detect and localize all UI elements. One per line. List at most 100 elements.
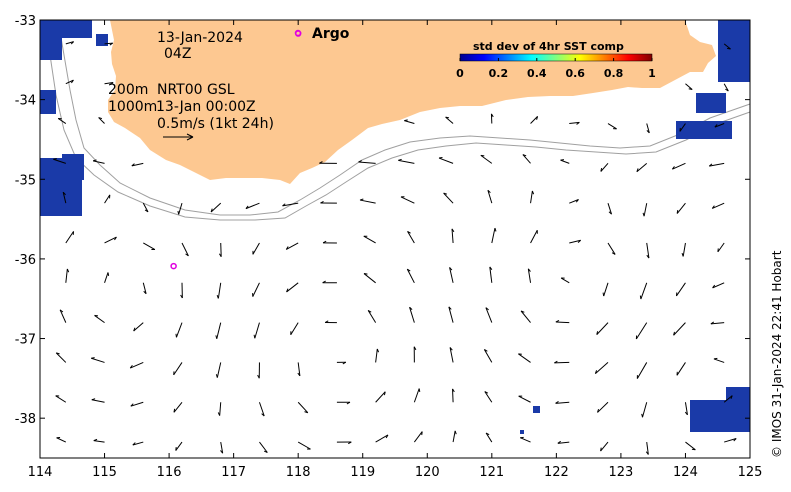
velocity-arrow-head bbox=[710, 321, 715, 325]
velocity-arrow bbox=[723, 43, 731, 50]
y-tick-label: -37 bbox=[15, 333, 36, 348]
velocity-arrow bbox=[709, 162, 725, 167]
velocity-arrow bbox=[445, 116, 454, 124]
velocity-arrow-head bbox=[451, 228, 455, 233]
velocity-arrow-head bbox=[263, 450, 268, 453]
velocity-arrow bbox=[65, 79, 74, 85]
velocity-arrow-head bbox=[131, 163, 135, 167]
velocity-arrow bbox=[438, 157, 454, 164]
velocity-arrow bbox=[483, 349, 493, 363]
sst-patch bbox=[62, 20, 92, 38]
velocity-arrow bbox=[93, 160, 105, 164]
x-axis: 114 115 116 117 118 119 120 121 122 123 124 125 bbox=[28, 20, 762, 480]
y-tick-label: -38 bbox=[15, 412, 36, 427]
velocity-arrow bbox=[104, 194, 111, 204]
velocity-arrow-head bbox=[144, 209, 149, 213]
velocity-arrow-head bbox=[62, 191, 66, 196]
velocity-arrow bbox=[522, 154, 531, 164]
velocity-arrow-head bbox=[531, 190, 535, 195]
contour-shallow-label: 200m bbox=[108, 82, 148, 98]
colorbar-title: std dev of 4hr SST comp bbox=[473, 40, 624, 53]
velocity-arrow bbox=[93, 440, 105, 443]
velocity-arrow bbox=[710, 322, 725, 325]
velocity-arrow bbox=[55, 352, 67, 363]
velocity-arrow-head bbox=[536, 116, 539, 120]
velocity-arrow bbox=[407, 231, 415, 244]
velocity-arrow-head bbox=[688, 88, 693, 90]
velocity-arrow-head bbox=[59, 309, 64, 313]
sst-patch bbox=[718, 20, 750, 82]
velocity-arrow bbox=[254, 322, 260, 339]
y-axis: -33 -34 -35 -36 -37 -38 bbox=[15, 14, 750, 427]
velocity-arrow bbox=[449, 347, 454, 363]
sst-patch bbox=[726, 387, 750, 405]
velocity-arrow bbox=[57, 118, 67, 124]
velocity-arrow bbox=[65, 41, 74, 45]
velocity-arrow-head bbox=[522, 154, 527, 157]
velocity-arrow-head bbox=[245, 205, 249, 209]
velocity-arrow bbox=[673, 322, 686, 336]
velocity-arrow bbox=[555, 401, 570, 404]
velocity-arrow-head bbox=[714, 124, 718, 128]
velocity-arrow bbox=[596, 322, 609, 335]
velocity-arrow-head bbox=[56, 352, 60, 355]
velocity-arrow-head bbox=[220, 450, 224, 454]
velocity-arrow-head bbox=[725, 88, 729, 92]
velocity-arrow bbox=[104, 82, 114, 85]
velocity-arrow bbox=[569, 239, 581, 244]
contour-200m bbox=[57, 19, 751, 216]
velocity-arrow bbox=[406, 268, 415, 284]
velocity-arrow bbox=[646, 442, 649, 455]
velocity-arrow-head bbox=[404, 119, 408, 122]
velocity-arrow bbox=[642, 402, 648, 418]
velocity-arrow-head bbox=[261, 413, 265, 417]
velocity-arrow bbox=[560, 277, 570, 284]
velocity-arrow bbox=[173, 362, 183, 376]
x-tick-label: 121 bbox=[479, 465, 504, 480]
velocity-arrow-head bbox=[555, 401, 559, 404]
velocity-arrow bbox=[181, 242, 189, 257]
date-label: 13-Jan-2024 bbox=[157, 30, 243, 46]
velocity-arrow-head bbox=[413, 346, 417, 351]
velocity-arrow-head bbox=[708, 163, 713, 167]
velocity-arrow bbox=[443, 192, 454, 204]
velocity-arrow-head bbox=[646, 254, 650, 259]
velocity-arrow-head bbox=[596, 331, 599, 335]
velocity-arrow bbox=[717, 242, 725, 253]
velocity-arrow-head bbox=[383, 391, 386, 396]
plot-border bbox=[39, 19, 751, 459]
velocity-arrow bbox=[91, 399, 105, 403]
velocity-arrow-head bbox=[557, 440, 562, 444]
velocity-arrow-head bbox=[407, 268, 411, 272]
argo-float-marker bbox=[170, 262, 177, 270]
velocity-arrow-head bbox=[53, 158, 57, 160]
velocity-arrow-head bbox=[452, 388, 455, 393]
velocity-arrow-head bbox=[487, 189, 491, 194]
velocity-arrow bbox=[133, 322, 144, 332]
velocity-arrow bbox=[491, 227, 496, 244]
velocity-arrow bbox=[358, 161, 376, 164]
velocity-arrow bbox=[712, 282, 725, 289]
velocity-arrow bbox=[569, 121, 580, 125]
velocity-arrow bbox=[489, 266, 493, 283]
velocity-arrow bbox=[259, 441, 268, 453]
velocity-arrow-head bbox=[449, 267, 453, 271]
x-tick-label: 122 bbox=[544, 465, 569, 480]
velocity-arrow bbox=[635, 322, 648, 340]
velocity-arrow-head bbox=[576, 121, 580, 125]
velocity-arrow bbox=[520, 437, 531, 443]
velocity-arrow-head bbox=[641, 413, 643, 418]
velocity-arrow bbox=[104, 272, 109, 283]
velocity-arrow bbox=[59, 309, 67, 323]
velocity-arrow-head bbox=[320, 200, 324, 204]
velocity-arrow bbox=[646, 123, 650, 134]
velocity-arrow-head bbox=[684, 411, 688, 416]
velocity-arrow bbox=[713, 358, 725, 363]
velocity-arrow bbox=[56, 437, 67, 443]
velocity-arrow bbox=[723, 83, 729, 92]
velocity-arrow-head bbox=[130, 403, 134, 407]
velocity-arrow-head bbox=[358, 160, 362, 163]
velocity-arrow-head bbox=[107, 272, 110, 276]
velocity-arrow bbox=[286, 282, 299, 293]
velocity-arrow-head bbox=[109, 42, 114, 46]
